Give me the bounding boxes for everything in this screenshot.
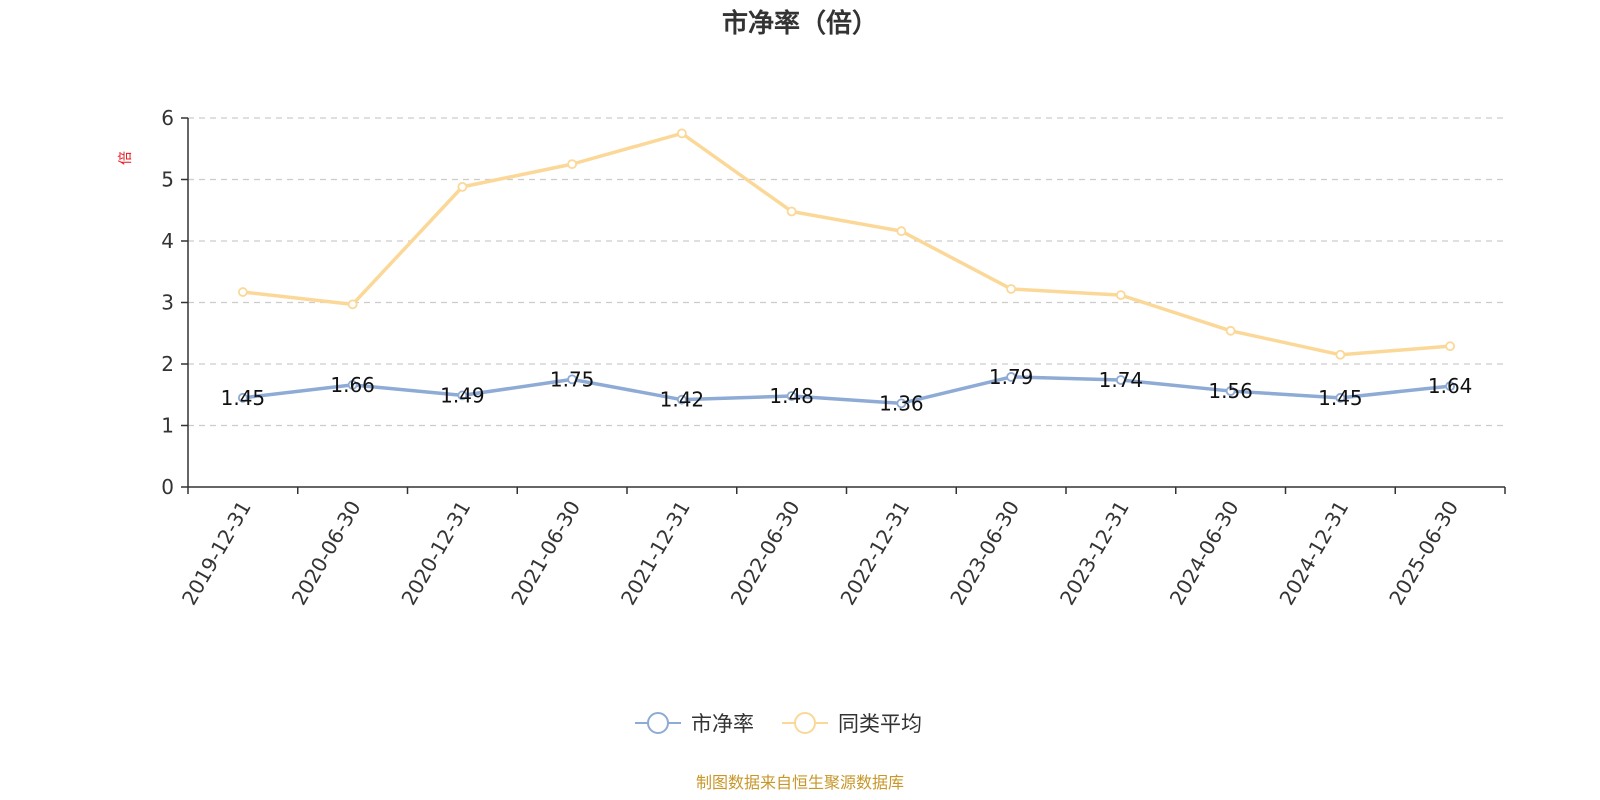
x-tick-label: 2019-12-31 [177,497,256,610]
grid [188,117,1505,427]
data-point [676,394,687,405]
y-axis-label: 倍 [118,151,134,165]
source-note: 制图数据来自恒生聚源数据库 [696,773,904,792]
data-point [1335,392,1346,403]
data-label: 1.49 [440,383,485,407]
y-tick-label: 0 [161,475,174,499]
x-tick-label: 2023-06-30 [945,497,1024,610]
x-tick-label: 2022-12-31 [835,497,914,610]
data-point [1445,381,1456,392]
data-point [1445,341,1456,352]
data-label: 1.56 [1208,379,1253,403]
x-tick-label: 2022-06-30 [726,497,805,610]
data-label: 1.48 [769,384,814,408]
data-point [567,159,578,170]
y-tick-label: 5 [161,168,174,192]
data-point [1115,375,1126,385]
series-line-市净率 [242,375,1451,406]
data-point [347,299,358,310]
data-point [1225,325,1236,336]
data-labels: 1.45 1.66 1.49 1.75 1.42 1.48 1.36 1.79 1.74 1.56… [221,365,1473,415]
data-point [237,287,248,297]
x-tick-label: 2025-06-30 [1384,497,1463,610]
data-label: 1.45 [221,386,266,410]
legend: 市净率 同类平均 [635,712,922,736]
y-tick-label: 6 [161,106,174,130]
x-tick-label: 2024-12-31 [1274,497,1353,610]
data-point [457,181,468,192]
data-point [347,380,358,390]
data-point [1335,349,1346,360]
data-point [676,128,687,139]
data-label: 1.36 [879,391,924,415]
legend-marker [794,712,816,734]
y-tick-label: 4 [161,229,174,253]
x-tick-label: 2024-06-30 [1165,497,1244,610]
legend-marker [647,712,669,734]
data-point [237,392,248,403]
data-label: 1.64 [1428,374,1473,398]
x-tick-label: 2020-12-31 [396,497,475,610]
data-label: 1.45 [1318,386,1363,410]
axes: 0 1 2 3 4 5 6 2019-12-31 2020-06-30 2020-12-31 202… [161,106,1506,610]
y-tick-label: 1 [161,414,174,438]
chart-title: 市净率（倍） [722,8,878,39]
legend-label: 市净率 [691,712,754,736]
legend-label: 同类平均 [838,712,922,736]
data-label: 1.74 [1099,368,1144,392]
data-point [1225,386,1236,396]
x-tick-label: 2023-12-31 [1055,497,1134,610]
data-point [786,391,797,401]
data-point [896,226,907,237]
series-line-同类平均 [242,131,1451,357]
data-point [567,374,578,385]
data-point [457,390,468,401]
x-tick-label: 2021-12-31 [616,497,695,610]
y-tick-label: 3 [161,291,174,315]
series-layer [237,128,1456,409]
data-point [1115,290,1126,301]
x-tick-label: 2021-06-30 [506,497,585,610]
data-label: 1.66 [330,373,375,397]
data-label: 1.75 [550,367,595,391]
x-tick-label: 2020-06-30 [287,497,366,610]
data-point [1006,372,1017,382]
data-point [1006,284,1017,294]
data-label: 1.79 [989,365,1034,389]
data-label: 1.42 [660,388,705,412]
data-point [786,206,797,217]
y-tick-label: 2 [161,352,174,376]
data-point [896,398,907,409]
